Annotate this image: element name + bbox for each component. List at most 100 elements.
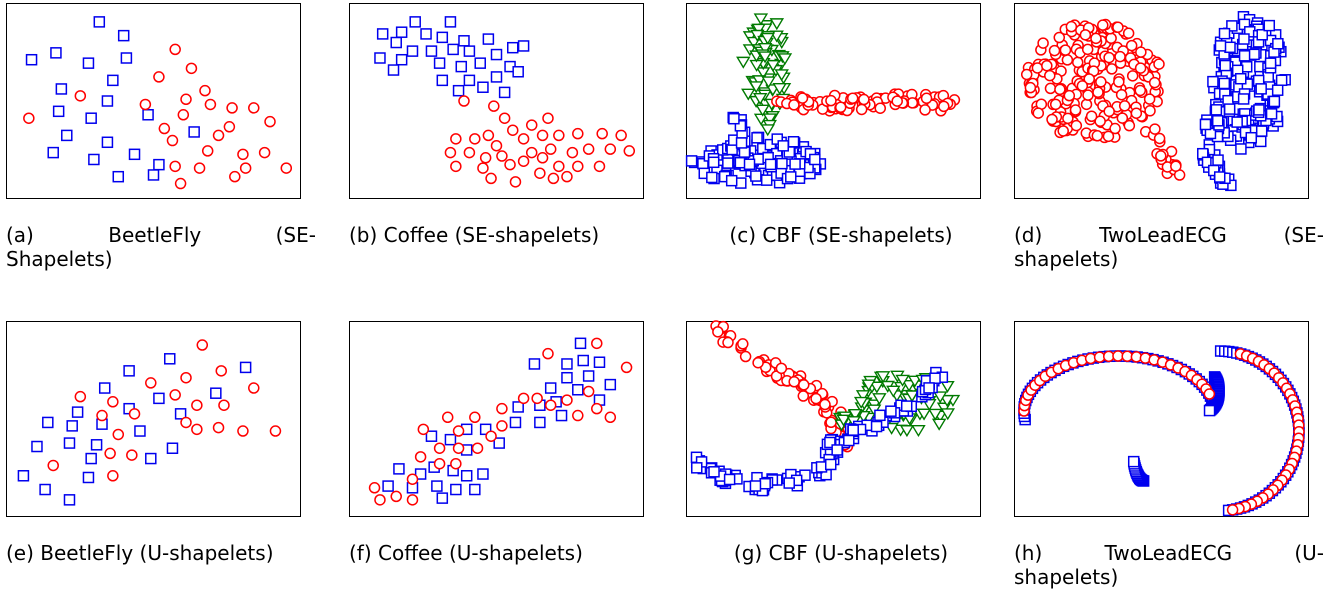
square-point (101, 136, 114, 149)
square-point (145, 452, 157, 465)
circle-point (1044, 69, 1056, 82)
circle-point (775, 362, 788, 375)
square-point (1231, 116, 1243, 128)
triangle-point (765, 59, 781, 72)
circle-point (74, 90, 87, 102)
square-point (1207, 75, 1219, 88)
scatter-panel-a: (a) BeetleFly (SE- Shapelets) (0, 3, 316, 283)
square-point (47, 146, 59, 159)
circle-point (623, 145, 636, 157)
circle-point (938, 100, 950, 113)
square-point (460, 470, 473, 482)
square-point (444, 16, 457, 28)
square-point (31, 440, 43, 453)
circle-point (1103, 105, 1115, 118)
panel-caption: (e) BeetleFly (U-shapelets) (6, 541, 274, 565)
triangle-point (901, 379, 917, 393)
square-point (490, 48, 503, 61)
circle-point (1112, 21, 1124, 33)
square-point (509, 416, 522, 429)
panel-caption: (h) TwoLeadECG (U-shapelets) (1014, 541, 1324, 589)
circle-point (264, 115, 276, 128)
square-point (604, 378, 617, 391)
square-point (776, 157, 788, 170)
square-point (436, 492, 449, 504)
scatter-plot (349, 3, 644, 199)
square-point (55, 83, 68, 95)
circle-point (553, 129, 565, 142)
square-point (498, 86, 511, 99)
circle-point (145, 377, 157, 389)
square-point (458, 35, 470, 47)
circle-point (204, 98, 217, 111)
panel-caption: (g) CBF (U-shapelets) (733, 541, 949, 565)
square-point (50, 47, 62, 59)
circle-point (1106, 63, 1118, 75)
circle-point (1203, 388, 1216, 400)
triangle-point (869, 381, 885, 394)
circle-point (1032, 107, 1045, 119)
triangle-point (916, 408, 932, 421)
circle-point (544, 399, 557, 411)
triangle-point (753, 13, 769, 26)
square-point (577, 354, 589, 367)
circle-point (169, 389, 181, 401)
circle-point (531, 392, 543, 405)
circle-point (1170, 160, 1182, 172)
circle-point (104, 447, 116, 460)
square-point (1219, 59, 1231, 72)
circle-point (1057, 125, 1069, 137)
circle-point (23, 112, 35, 124)
square-point (574, 337, 587, 350)
circle-point (1063, 89, 1076, 102)
circle-point (248, 382, 260, 394)
circle-point (846, 92, 859, 105)
circle-point (1113, 76, 1125, 88)
circle-point (1144, 105, 1156, 117)
circle-point (47, 459, 59, 472)
triangle-point (761, 76, 776, 89)
circle-point (280, 162, 293, 174)
circle-point (450, 457, 462, 470)
circle-point (547, 172, 560, 185)
scatter-plot (6, 321, 301, 517)
circle-point (1134, 62, 1147, 74)
circle-point (1153, 58, 1165, 70)
square-point (1210, 104, 1223, 116)
circle-point (441, 411, 454, 424)
circle-point (855, 103, 868, 116)
square-point (1256, 29, 1268, 41)
scatter-plot (1014, 3, 1309, 199)
square-point (490, 71, 503, 83)
circle-point (1054, 83, 1066, 96)
circle-point (1048, 44, 1061, 57)
scatter-plot (1014, 321, 1309, 517)
circle-point (525, 119, 538, 131)
circle-point (1046, 113, 1058, 126)
triangle-point (757, 42, 773, 56)
circle-point (604, 143, 617, 155)
circle-point (1149, 123, 1161, 135)
square-point (393, 463, 405, 475)
square-point (787, 136, 800, 148)
circle-point (796, 92, 809, 104)
square-point (777, 140, 789, 152)
square-point (843, 434, 855, 447)
scatter-panel-f: (f) Coffee (U-shapelets) (343, 321, 644, 601)
square-point (425, 430, 438, 442)
square-point (477, 81, 489, 93)
circle-point (1094, 115, 1106, 128)
circle-point (798, 379, 810, 391)
circle-point (469, 411, 481, 424)
circle-point (1070, 119, 1083, 132)
square-point (82, 57, 95, 69)
scatter-panel-b: (b) Coffee (SE-shapelets) (343, 3, 644, 283)
circle-point (496, 402, 508, 415)
square-point (452, 84, 465, 97)
plot-frame (6, 321, 301, 517)
circle-point (248, 102, 260, 114)
triangle-point (940, 408, 955, 421)
square-point (1214, 40, 1227, 52)
circle-point (469, 133, 481, 145)
triangle-point (755, 104, 770, 117)
